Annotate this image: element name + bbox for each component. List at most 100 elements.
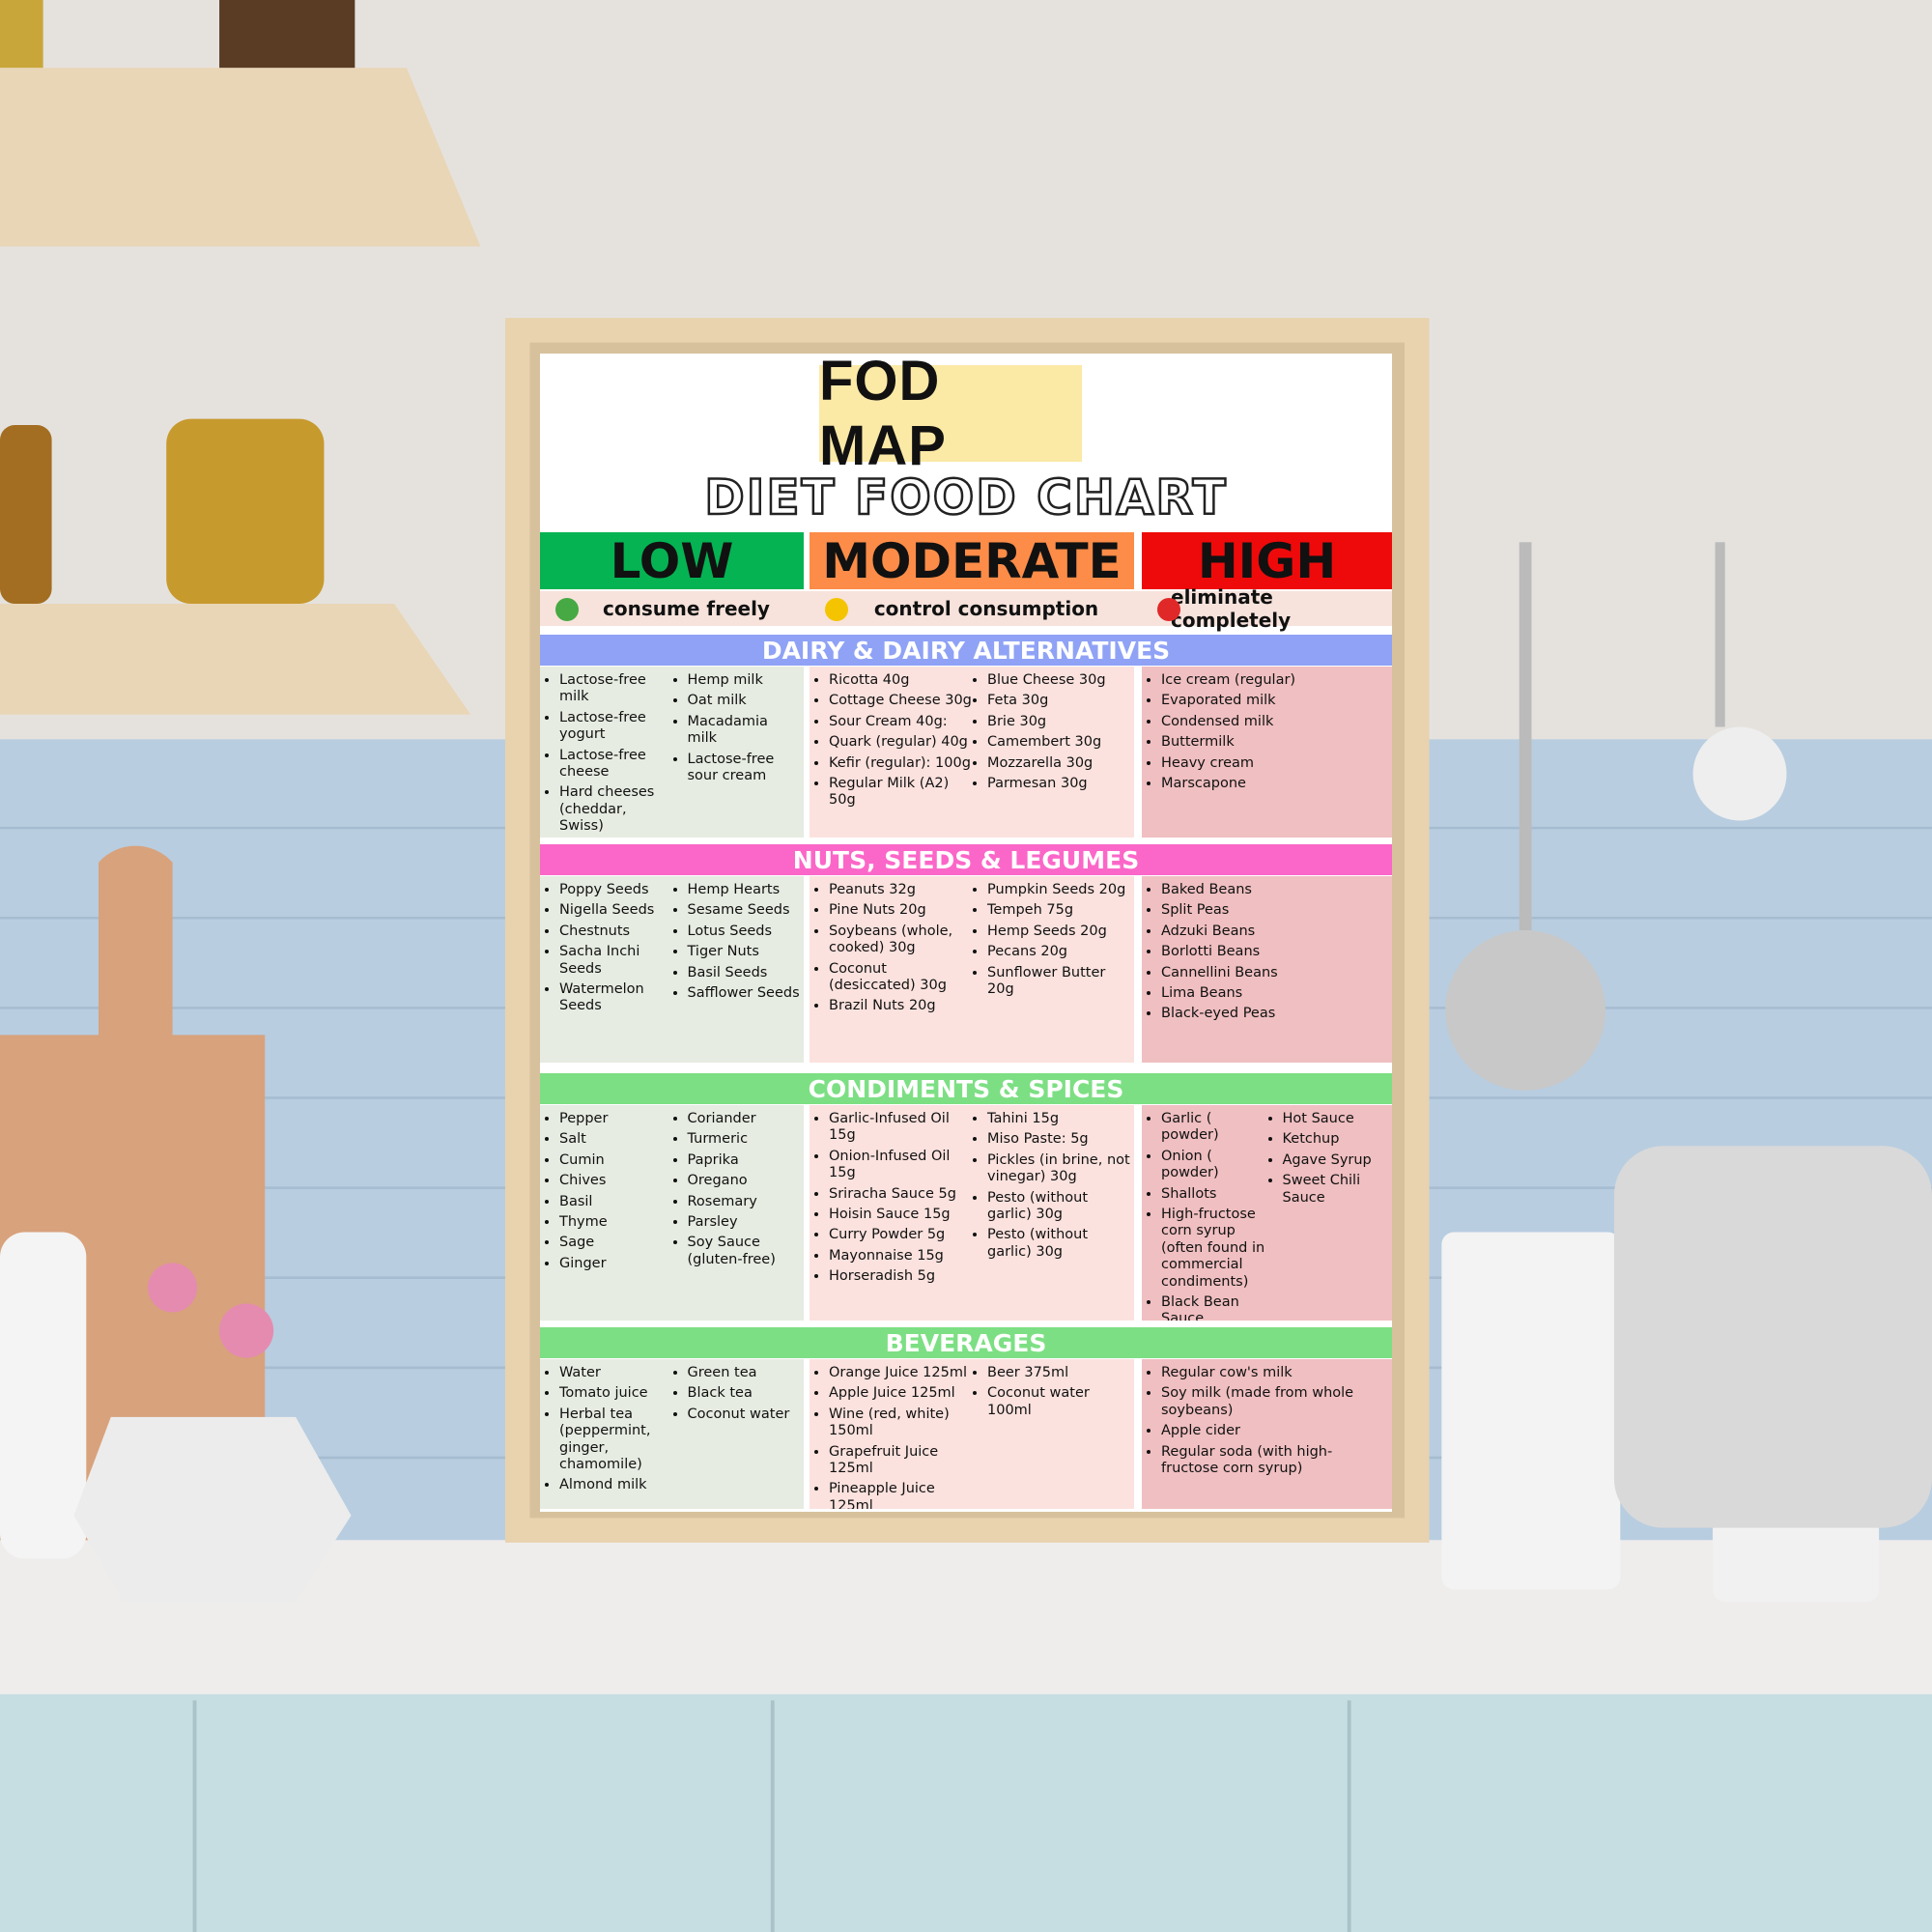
food-item: Evaporated milk [1161, 693, 1388, 709]
food-item: Water [559, 1365, 672, 1381]
flower [148, 1263, 198, 1313]
shelf-bottom [0, 604, 471, 715]
food-item: Tempeh 75g [987, 902, 1130, 919]
section-title: NUTS, SEEDS & LEGUMES [540, 844, 1392, 875]
food-list: Garlic-Infused Oil 15g Onion-Infused Oil … [813, 1111, 972, 1315]
food-item: Coconut water 100ml [987, 1385, 1130, 1419]
food-item: Pesto (without garlic) 30g [987, 1190, 1130, 1224]
food-list: Lactose-free milk Lactose-free yogurt Lact… [544, 672, 672, 834]
food-list: Hemp Hearts Sesame Seeds Lotus Seeds Tiger … [672, 882, 801, 1057]
cabinets [0, 1693, 1932, 1932]
food-item: Black tea [688, 1385, 801, 1402]
food-item: Heavy cream [1161, 755, 1388, 772]
food-item: Coconut water [688, 1406, 801, 1423]
food-item: Sour Cream 40g: [829, 714, 972, 730]
food-item: Basil Seeds [688, 965, 801, 981]
food-list: Tahini 15g Miso Paste: 5g Pickles (in brin… [972, 1111, 1130, 1315]
food-item: Sesame Seeds [688, 902, 801, 919]
food-item: Nigella Seeds [559, 902, 672, 919]
subtitle: DIET FOOD CHART [703, 469, 1228, 527]
food-item: Cannellini Beans [1161, 965, 1388, 981]
poster: FOD MAP DIET FOOD CHART LOW consume freel… [540, 354, 1392, 1512]
food-list: Ricotta 40g Cottage Cheese 30g Sour Cream … [813, 672, 972, 832]
food-item: Beer 375ml [987, 1365, 1130, 1381]
food-item: Brazil Nuts 20g [829, 998, 972, 1014]
jar [166, 418, 325, 604]
food-item: Chestnuts [559, 923, 672, 940]
cabinet-lines [192, 1700, 1351, 1932]
food-list: Green tea Black tea Coconut water [672, 1365, 801, 1503]
level-label: HIGH [1142, 532, 1392, 589]
food-item: Coriander [688, 1111, 801, 1127]
food-item: Soy milk (made from whole soybeans) [1161, 1385, 1388, 1419]
food-item: Regular Milk (A2) 50g [829, 776, 972, 810]
food-cell: Orange Juice 125ml Apple Juice 125ml Wine … [810, 1359, 1134, 1509]
food-item: Lactose-free milk [559, 672, 672, 706]
food-item: Sriracha Sauce 5g [829, 1186, 972, 1203]
food-item: Cumin [559, 1152, 672, 1169]
food-cell: Lactose-free milk Lactose-free yogurt Lact… [540, 667, 804, 838]
food-item: Parmesan 30g [987, 776, 1130, 792]
food-item: Agave Syrup [1283, 1152, 1389, 1169]
food-list: Hot Sauce Ketchup Agave Syrup Sweet Chili S… [1267, 1111, 1389, 1315]
food-item: Orange Juice 125ml [829, 1365, 972, 1381]
food-item: Coconut (desiccated) 30g [829, 961, 972, 995]
food-list: Hemp milk Oat milk Macadamia milk Lactose-f… [672, 672, 801, 832]
food-item: Split Peas [1161, 902, 1388, 919]
food-item: Tiger Nuts [688, 944, 801, 960]
food-item: Sage [559, 1235, 672, 1251]
food-item: Regular cow's milk [1161, 1365, 1388, 1381]
food-item: Soy Sauce (gluten-free) [688, 1235, 801, 1268]
food-item: Shallots [1161, 1186, 1267, 1203]
food-item: Blue Cheese 30g [987, 672, 1130, 689]
food-item: Almond milk [559, 1477, 672, 1493]
flower [219, 1303, 274, 1358]
food-list: Orange Juice 125ml Apple Juice 125ml Wine … [813, 1365, 972, 1509]
food-item: Onion-Infused Oil 15g [829, 1149, 972, 1182]
food-list: Garlic ( powder) Onion ( powder) Shallots H… [1146, 1111, 1267, 1321]
food-item: Lactose-free yogurt [559, 710, 672, 744]
food-item: Sacha Inchi Seeds [559, 944, 672, 978]
food-item: Apple cider [1161, 1423, 1388, 1439]
food-item: Brie 30g [987, 714, 1130, 730]
bottle [0, 0, 43, 69]
food-item: Tahini 15g [987, 1111, 1130, 1127]
note-strip [540, 591, 1392, 626]
food-item: Rosemary [688, 1194, 801, 1210]
level-label: LOW [540, 532, 804, 589]
food-item: Sweet Chili Sauce [1283, 1173, 1389, 1207]
food-item: Oat milk [688, 693, 801, 709]
food-list: Water Tomato juice Herbal tea (peppermint,… [544, 1365, 672, 1503]
section-title: BEVERAGES [540, 1327, 1392, 1358]
food-item: Condensed milk [1161, 714, 1388, 730]
food-item: Soybeans (whole, cooked) 30g [829, 923, 972, 957]
food-list: Regular cow's milk Soy milk (made from wh… [1146, 1365, 1388, 1503]
food-item: Paprika [688, 1152, 801, 1169]
food-item: Garlic-Infused Oil 15g [829, 1111, 972, 1145]
food-cell: Pepper Salt Cumin Chives Basil Thyme Sage Ginge… [540, 1105, 804, 1321]
food-item: Black Bean Sauce [1161, 1294, 1267, 1321]
food-list: Peanuts 32g Pine Nuts 20g Soybeans (whole,… [813, 882, 972, 1057]
food-item: Pecans 20g [987, 944, 1130, 960]
food-item: Peanuts 32g [829, 882, 972, 898]
food-item: Feta 30g [987, 693, 1130, 709]
food-item: Black-eyed Peas [1161, 1006, 1388, 1022]
food-list: Pumpkin Seeds 20g Tempeh 75g Hemp Seeds 20… [972, 882, 1130, 1057]
food-cell: Ricotta 40g Cottage Cheese 30g Sour Cream … [810, 667, 1134, 838]
food-item: Quark (regular) 40g [829, 734, 972, 751]
food-item: Hemp milk [688, 672, 801, 689]
planter [73, 1416, 352, 1603]
food-item: Horseradish 5g [829, 1268, 972, 1285]
food-item: Mozzarella 30g [987, 755, 1130, 772]
shelf-top [0, 68, 481, 247]
food-item: Borlotti Beans [1161, 944, 1388, 960]
food-item: Ginger [559, 1256, 672, 1272]
bottle [219, 0, 355, 69]
food-item: Grapefruit Juice 125ml [829, 1444, 972, 1478]
food-item: Safflower Seeds [688, 985, 801, 1002]
food-item: Thyme [559, 1214, 672, 1231]
level-note: eliminate completely [1171, 585, 1292, 632]
toaster [1613, 1146, 1932, 1528]
food-cell: Garlic ( powder)Onion ( powder)ShallotsH… [1142, 1105, 1392, 1321]
